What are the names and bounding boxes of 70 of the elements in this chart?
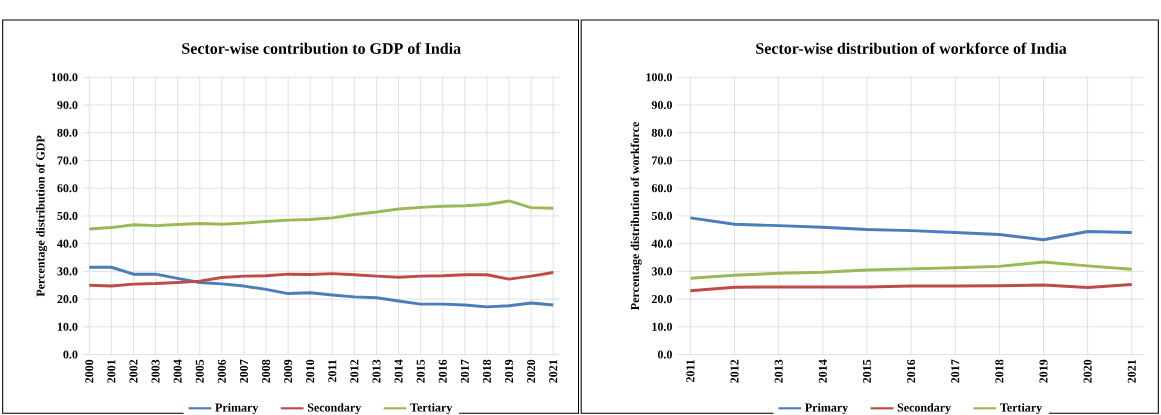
y-tick-label: 30.0 bbox=[57, 267, 78, 276]
x-tick-label: 2017 bbox=[951, 359, 960, 383]
x-tick-label: 2002 bbox=[129, 360, 138, 383]
x-tick-label: 2012 bbox=[730, 360, 739, 383]
x-tick-label: 2020 bbox=[1083, 359, 1092, 383]
x-tick-label: 2009 bbox=[284, 359, 293, 383]
x-tick-label: 2003 bbox=[151, 359, 160, 383]
line-series bbox=[87, 271, 555, 288]
x-tick-label: 2016 bbox=[438, 359, 447, 383]
x-tick-label: 2006 bbox=[217, 359, 226, 383]
legend-label: Secondary bbox=[897, 403, 951, 415]
x-tick-label: 2013 bbox=[372, 359, 381, 383]
x-tick-label: 2012 bbox=[350, 360, 359, 383]
y-tick-label: 100.0 bbox=[646, 73, 672, 82]
x-tick-label: 2019 bbox=[1039, 359, 1048, 383]
y-axis-title: Percentage distribution of workforce bbox=[630, 122, 642, 311]
x-tick-label: 2004 bbox=[173, 359, 182, 383]
y-tick-label: 10.0 bbox=[57, 322, 78, 332]
line-series bbox=[87, 199, 555, 231]
x-tick-label: 2007 bbox=[239, 359, 248, 383]
y-tick-label: 10.0 bbox=[652, 322, 672, 332]
x-tick-label: 2015 bbox=[416, 359, 425, 383]
x-tick-label: 2019 bbox=[504, 359, 514, 383]
x-tick-label: 2011 bbox=[686, 360, 695, 383]
y-tick-label: 90.0 bbox=[651, 101, 672, 110]
line-series bbox=[87, 265, 555, 309]
y-tick-label: 20.0 bbox=[57, 295, 78, 304]
line-series bbox=[688, 260, 1134, 281]
x-tick-label: 2014 bbox=[818, 359, 827, 383]
x-tick-label: 2017 bbox=[460, 359, 469, 383]
x-tick-label: 2010 bbox=[306, 359, 315, 383]
y-tick-label: 40.0 bbox=[57, 239, 78, 248]
x-tick-label: 2001 bbox=[107, 360, 116, 383]
x-tick-label: 2021 bbox=[1127, 360, 1136, 383]
y-tick-label: 50.0 bbox=[57, 212, 78, 221]
y-tick-label: 50.0 bbox=[651, 212, 672, 221]
y-tick-label: 40.0 bbox=[651, 239, 672, 248]
y-tick-label: 30.0 bbox=[651, 267, 672, 276]
line-series bbox=[688, 216, 1134, 242]
x-tick-label: 2018 bbox=[995, 359, 1004, 383]
y-tick-label: 70.0 bbox=[652, 156, 672, 165]
x-tick-label: 2008 bbox=[261, 359, 271, 383]
x-tick-label: 2020 bbox=[527, 359, 536, 383]
y-tick-label: 0.0 bbox=[657, 350, 672, 359]
x-tick-label: 2015 bbox=[862, 359, 871, 383]
x-tick-label: 2013 bbox=[774, 359, 783, 383]
y-tick-label: 60.0 bbox=[57, 184, 78, 193]
y-tick-label: 0.0 bbox=[63, 350, 78, 359]
y-tick-label: 90.0 bbox=[57, 101, 78, 110]
x-tick-label: 2018 bbox=[482, 359, 491, 383]
y-axis-title: Percentage distribution of GDP bbox=[36, 135, 48, 297]
x-tick-label: 2005 bbox=[195, 359, 204, 383]
x-tick-label: 2021 bbox=[549, 360, 558, 383]
legend-label: Secondary bbox=[307, 403, 362, 415]
x-tick-label: 2000 bbox=[85, 359, 94, 383]
y-tick-label: 100.0 bbox=[51, 73, 78, 82]
x-tick-label: 2011 bbox=[328, 360, 337, 383]
legend-label: Tertiary bbox=[410, 403, 453, 415]
legend-label: Primary bbox=[805, 403, 849, 415]
y-tick-label: 70.0 bbox=[57, 156, 78, 165]
y-tick-label: 60.0 bbox=[651, 184, 672, 193]
y-tick-label: 20.0 bbox=[651, 295, 672, 304]
x-tick-label: 2016 bbox=[907, 359, 916, 383]
chart-title: Sector-wise distribution of workforce of India bbox=[756, 42, 1067, 55]
chart-title: Sector-wise contribution to GDP of India bbox=[182, 42, 461, 55]
legend-label: Tertiary bbox=[1000, 403, 1043, 415]
legend-label: Primary bbox=[215, 403, 259, 415]
y-tick-label: 80.0 bbox=[651, 128, 672, 138]
x-tick-label: 2014 bbox=[394, 359, 403, 383]
y-tick-label: 80.0 bbox=[57, 128, 78, 138]
